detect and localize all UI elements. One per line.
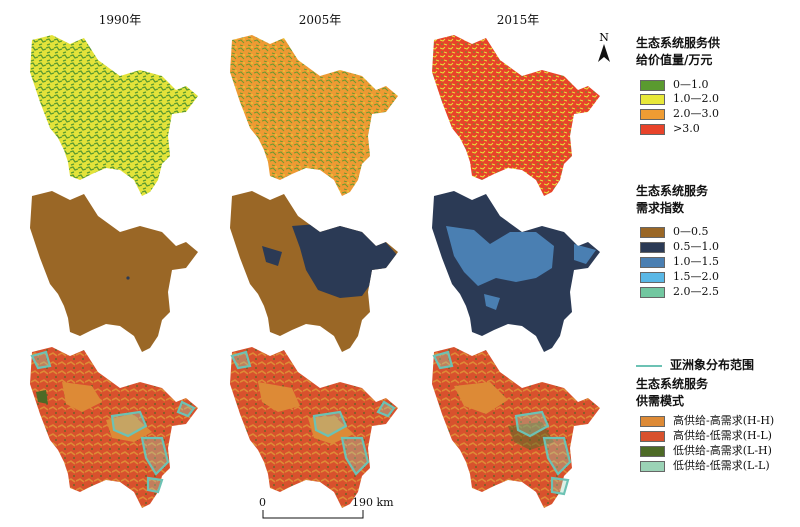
mode-legend-title-line1: 生态系统服务 bbox=[636, 377, 709, 391]
legend-swatch bbox=[640, 286, 665, 298]
mode-legend-title-line2: 供需模式 bbox=[636, 394, 685, 408]
demand-legend-title: 生态系统服务 需求指数 bbox=[636, 183, 708, 217]
scale-end-label: 190 km bbox=[352, 496, 394, 509]
legend-swatch bbox=[640, 271, 665, 283]
mode-legend-item: 低供给-低需求(L-L) bbox=[640, 459, 770, 473]
legend-swatch bbox=[640, 415, 665, 427]
supply-map-2005 bbox=[230, 35, 398, 196]
supply-legend-title-line1: 生态系统服务供 bbox=[636, 36, 721, 50]
legend-swatch bbox=[640, 241, 665, 253]
demand-map-2015 bbox=[432, 191, 600, 352]
legend-swatch bbox=[640, 430, 665, 442]
demand-legend-item: 0—0.5 bbox=[640, 225, 709, 239]
demand-legend-title-line2: 需求指数 bbox=[636, 201, 685, 215]
supply-legend-item: >3.0 bbox=[640, 122, 700, 136]
mode-map-2015 bbox=[432, 347, 600, 508]
supply-legend-item: 1.0—2.0 bbox=[640, 92, 719, 106]
mode-legend-item: 高供给-高需求(H-H) bbox=[640, 414, 774, 428]
demand-map-2005 bbox=[230, 191, 398, 352]
legend-swatch bbox=[640, 460, 665, 472]
legend-swatch bbox=[640, 226, 665, 238]
year-label-2005: 2005年 bbox=[298, 13, 342, 27]
scale-start-label: 0 bbox=[259, 496, 266, 509]
supply-legend-title: 生态系统服务供 给价值量/万元 bbox=[636, 35, 720, 69]
legend-swatch bbox=[640, 79, 665, 91]
mode-legend-title: 生态系统服务 供需模式 bbox=[636, 376, 708, 410]
legend-swatch bbox=[640, 256, 665, 268]
supply-legend-title-line2: 给价值量/万元 bbox=[636, 53, 713, 67]
supply-map-1990 bbox=[30, 35, 198, 196]
legend-swatch bbox=[640, 93, 665, 105]
year-label-1990: 1990年 bbox=[98, 13, 142, 27]
mode-legend-item: 高供给-低需求(H-L) bbox=[640, 429, 772, 443]
year-label-2015: 2015年 bbox=[496, 13, 540, 27]
elephant-range-legend: 亚洲象分布范围 bbox=[636, 358, 754, 372]
demand-legend-item: 1.5—2.0 bbox=[640, 270, 719, 284]
supply-legend-item: 2.0—3.0 bbox=[640, 107, 719, 121]
demand-legend-item: 1.0—1.5 bbox=[640, 255, 719, 269]
mode-legend-item: 低供给-高需求(L-H) bbox=[640, 444, 772, 458]
north-arrow-icon: N bbox=[598, 31, 610, 62]
svg-text:N: N bbox=[599, 31, 609, 44]
supply-legend-item: 0—1.0 bbox=[640, 78, 709, 92]
scale-bar bbox=[262, 510, 364, 519]
mode-map-1990 bbox=[30, 347, 198, 508]
demand-legend-item: 0.5—1.0 bbox=[640, 240, 719, 254]
legend-swatch bbox=[640, 108, 665, 120]
supply-map-2015 bbox=[432, 35, 600, 196]
mode-map-2005 bbox=[230, 347, 398, 508]
range-line-icon bbox=[636, 365, 662, 367]
demand-legend-item: 2.0—2.5 bbox=[640, 285, 719, 299]
legend-swatch bbox=[640, 445, 665, 457]
demand-legend-title-line1: 生态系统服务 bbox=[636, 184, 709, 198]
demand-map-1990 bbox=[30, 191, 198, 352]
legend-swatch bbox=[640, 123, 665, 135]
